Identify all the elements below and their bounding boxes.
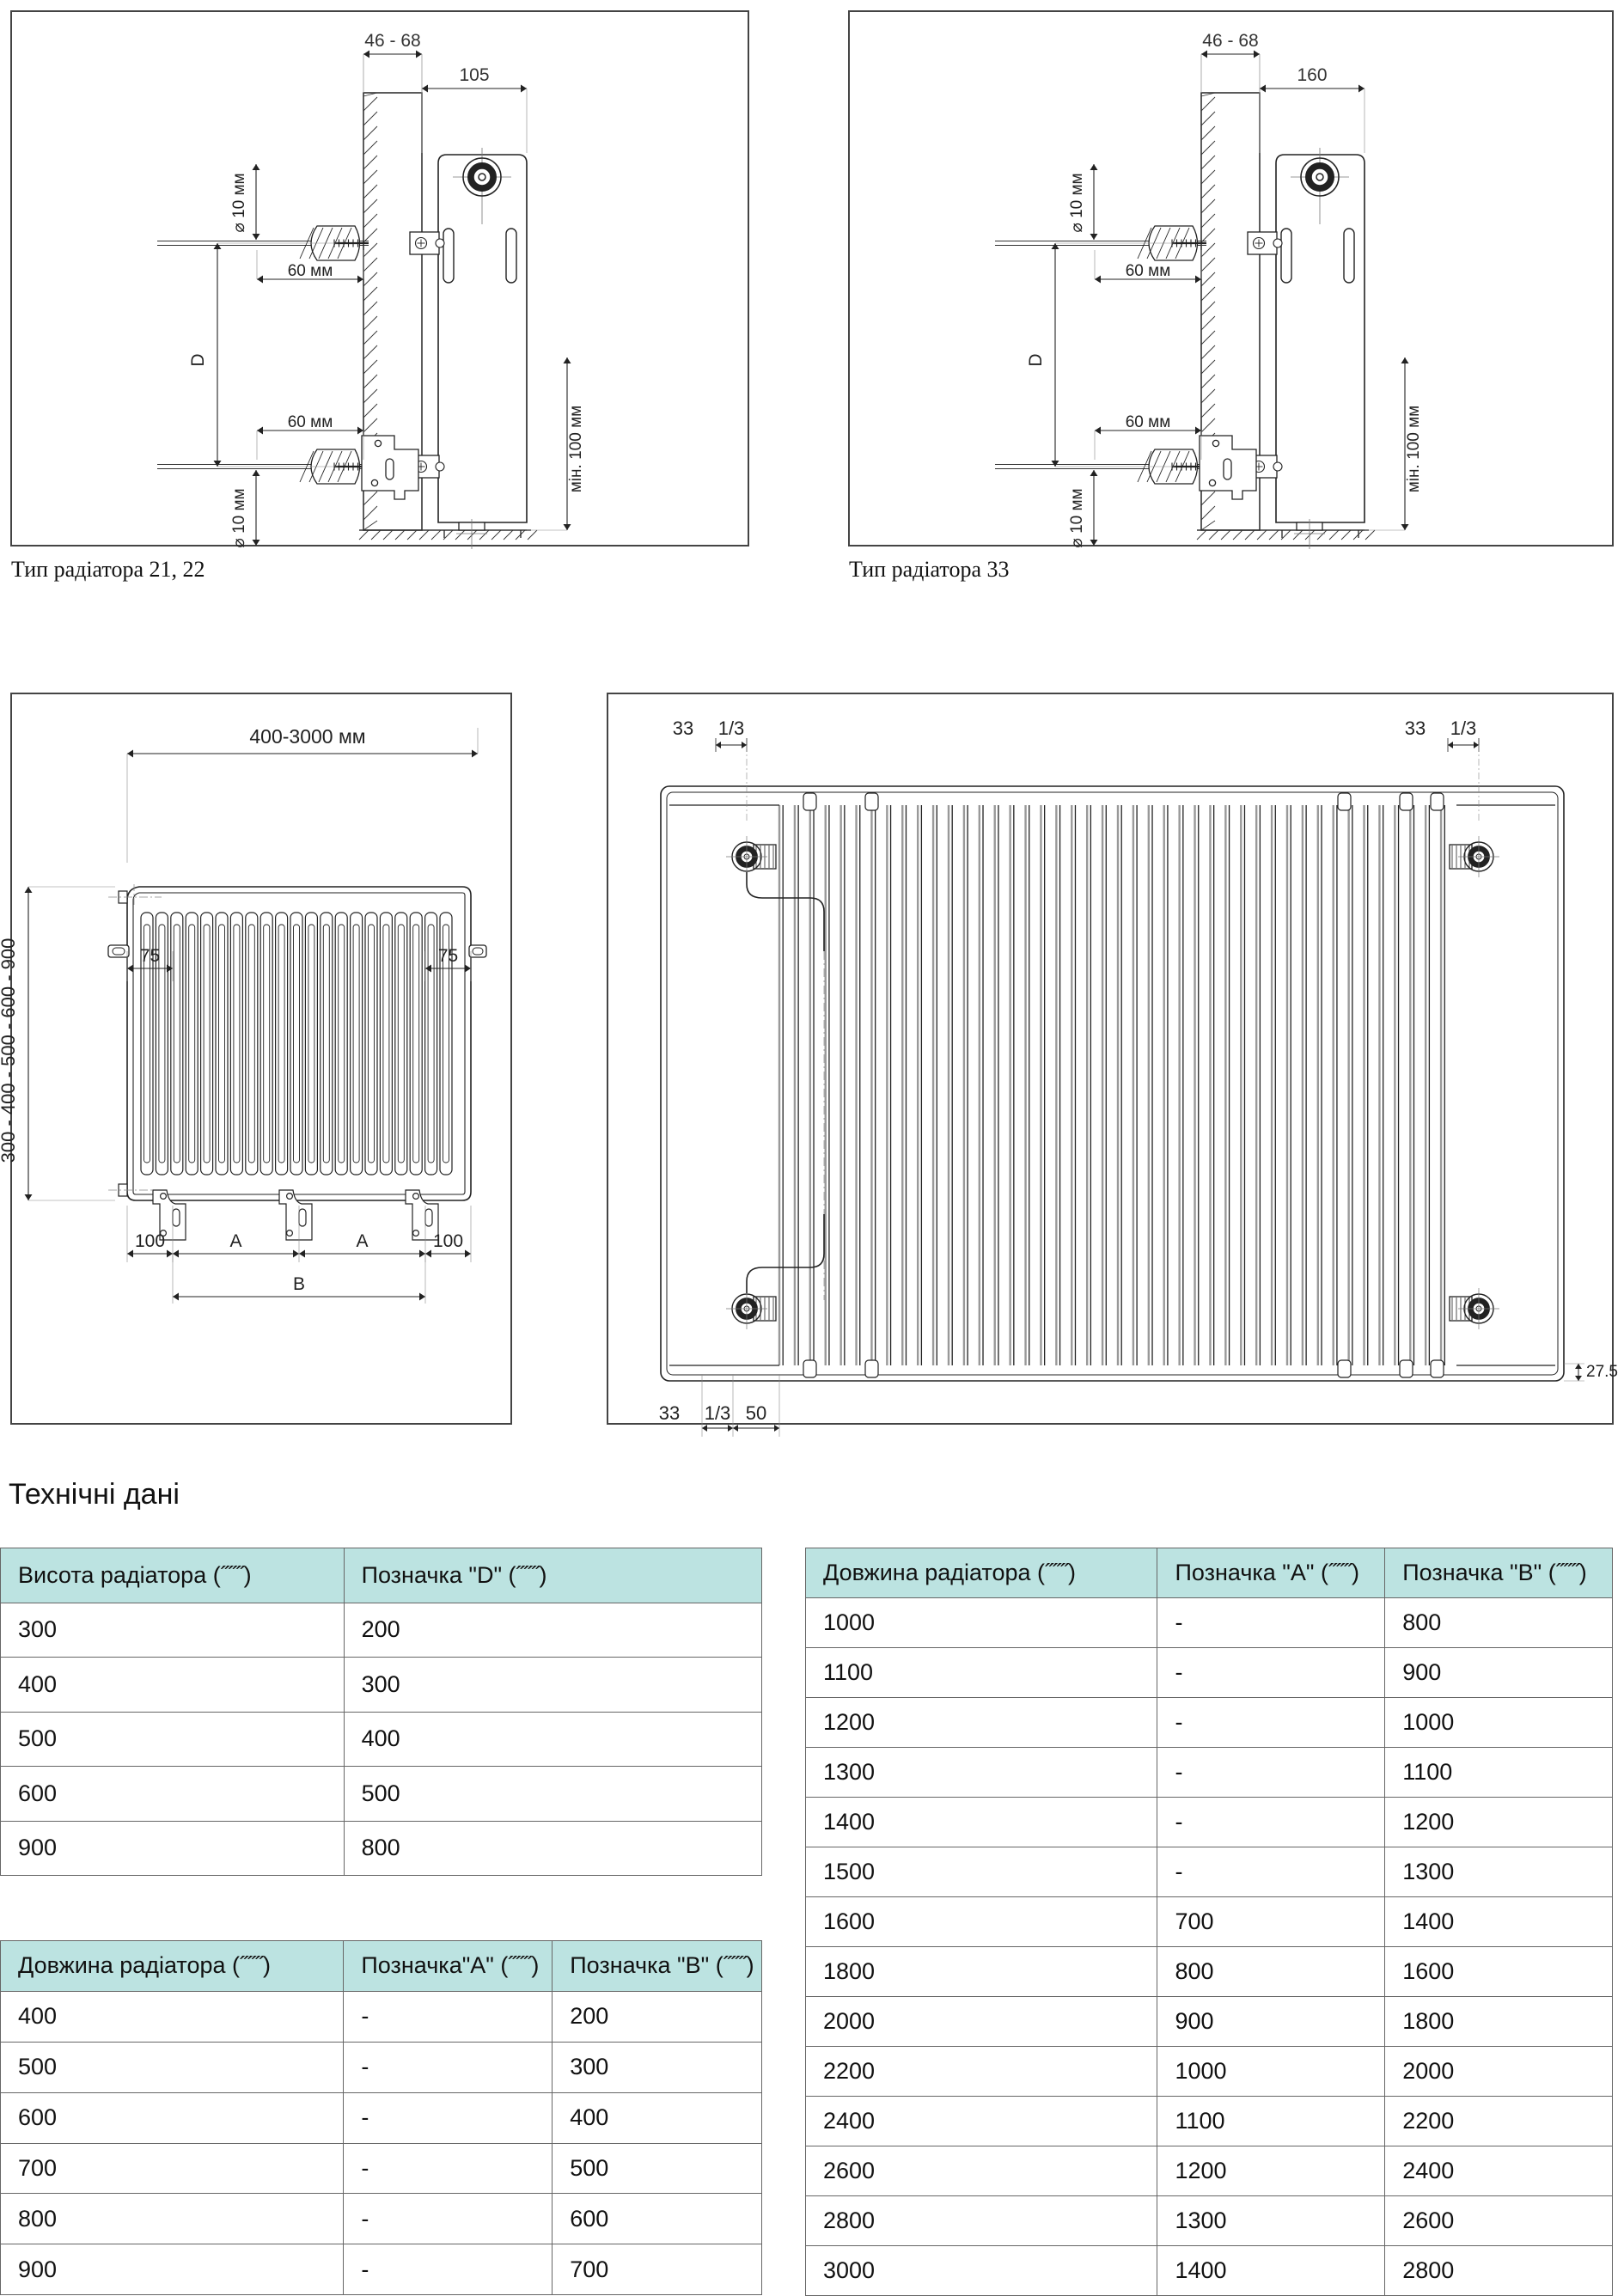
svg-text:27.5: 27.5 bbox=[1586, 1363, 1618, 1381]
svg-text:46 - 68: 46 - 68 bbox=[364, 31, 420, 51]
svg-text:⌀ 10 мм: ⌀ 10 мм bbox=[230, 173, 248, 232]
svg-text:A: A bbox=[356, 1231, 368, 1251]
svg-text:мін. 100 мм: мін. 100 мм bbox=[567, 406, 585, 492]
svg-text:A: A bbox=[229, 1231, 241, 1251]
svg-text:33: 33 bbox=[659, 1402, 680, 1424]
svg-text:60 мм: 60 мм bbox=[288, 262, 333, 280]
svg-text:1/3: 1/3 bbox=[1450, 718, 1477, 739]
svg-text:75: 75 bbox=[140, 946, 160, 966]
svg-text:400-3000 мм: 400-3000 мм bbox=[249, 725, 365, 748]
svg-text:⌀ 10 мм: ⌀ 10 мм bbox=[1068, 488, 1086, 547]
svg-text:50: 50 bbox=[746, 1402, 766, 1424]
svg-text:1/3: 1/3 bbox=[718, 718, 745, 739]
svg-text:60 мм: 60 мм bbox=[1126, 262, 1171, 280]
svg-text:60 мм: 60 мм bbox=[288, 413, 333, 431]
svg-text:300 - 400 - 500 - 600 - 900: 300 - 400 - 500 - 600 - 900 bbox=[0, 938, 19, 1163]
svg-text:⌀ 10 мм: ⌀ 10 мм bbox=[230, 488, 248, 547]
svg-text:D: D bbox=[1026, 353, 1046, 366]
svg-text:46 - 68: 46 - 68 bbox=[1202, 31, 1258, 51]
svg-text:60 мм: 60 мм bbox=[1126, 413, 1171, 431]
svg-text:⌀ 10 мм: ⌀ 10 мм bbox=[1068, 173, 1086, 232]
svg-text:D: D bbox=[188, 353, 208, 366]
svg-text:160: 160 bbox=[1297, 65, 1327, 85]
svg-text:100: 100 bbox=[433, 1231, 463, 1251]
svg-text:100: 100 bbox=[135, 1231, 165, 1251]
svg-text:75: 75 bbox=[438, 946, 458, 966]
svg-text:33: 33 bbox=[1405, 718, 1426, 739]
svg-text:105: 105 bbox=[459, 65, 489, 85]
svg-text:33: 33 bbox=[673, 718, 693, 739]
svg-text:B: B bbox=[293, 1274, 305, 1294]
svg-text:1/3: 1/3 bbox=[705, 1402, 731, 1424]
svg-text:мін. 100 мм: мін. 100 мм bbox=[1405, 406, 1423, 492]
